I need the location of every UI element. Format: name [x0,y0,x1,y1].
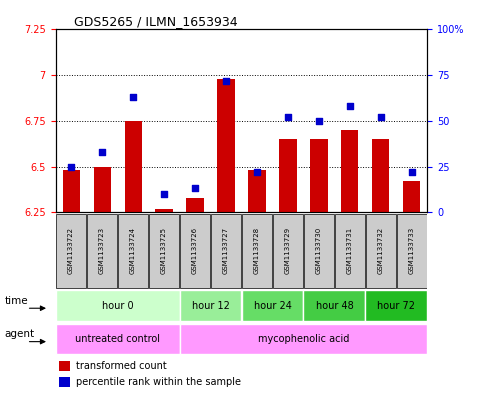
Text: hour 48: hour 48 [315,301,354,310]
Bar [156,209,172,212]
Bar [59,377,71,387]
Bar [186,198,203,212]
Bar [242,214,272,288]
Bar [304,214,334,288]
Point [191,185,199,192]
Bar [180,290,242,321]
Bar [56,323,180,354]
Text: GSM1133730: GSM1133730 [316,227,322,274]
Bar [366,214,396,288]
Text: GSM1133731: GSM1133731 [347,227,353,274]
Bar [180,323,427,354]
Bar [180,214,210,288]
Text: GSM1133726: GSM1133726 [192,227,198,274]
Text: hour 72: hour 72 [377,301,415,310]
Point [129,94,137,100]
Point [160,191,168,197]
Bar [118,214,148,288]
Text: GSM1133732: GSM1133732 [378,227,384,274]
Point [346,103,354,109]
Bar [397,214,427,288]
Text: GSM1133722: GSM1133722 [68,227,74,274]
Text: transformed count: transformed count [76,360,167,371]
Text: mycophenolic acid: mycophenolic acid [258,334,349,344]
Point [315,118,323,124]
Text: percentile rank within the sample: percentile rank within the sample [76,377,241,387]
Bar [366,290,427,321]
Bar [94,167,111,212]
Text: hour 12: hour 12 [192,301,229,310]
Point [408,169,416,175]
Text: GSM1133725: GSM1133725 [161,227,167,274]
Text: GSM1133724: GSM1133724 [130,227,136,274]
Bar [273,214,303,288]
Bar [341,130,358,212]
Text: hour 24: hour 24 [254,301,291,310]
Text: GSM1133727: GSM1133727 [223,227,229,274]
Point [67,163,75,170]
Bar [149,214,179,288]
Bar [217,79,235,212]
Point [377,114,385,120]
Bar [248,170,266,212]
Bar [62,170,80,212]
Bar [56,214,86,288]
Bar [372,139,389,212]
Bar [311,139,327,212]
Text: GSM1133733: GSM1133733 [409,227,415,274]
Text: untreated control: untreated control [75,334,160,344]
Point [222,77,230,84]
Text: time: time [4,296,28,305]
Text: GSM1133729: GSM1133729 [285,227,291,274]
Bar [335,214,365,288]
Bar [242,290,303,321]
Bar [125,121,142,212]
Text: agent: agent [4,329,35,339]
Text: GDS5265 / ILMN_1653934: GDS5265 / ILMN_1653934 [74,15,238,28]
Bar [59,361,71,371]
Bar [280,139,297,212]
Bar [403,181,421,212]
Bar [56,290,180,321]
Bar [303,290,366,321]
Bar [211,214,241,288]
Bar [87,214,117,288]
Point [253,169,261,175]
Point [98,149,106,155]
Text: GSM1133728: GSM1133728 [254,227,260,274]
Text: hour 0: hour 0 [102,301,133,310]
Text: GSM1133723: GSM1133723 [99,227,105,274]
Point [284,114,292,120]
